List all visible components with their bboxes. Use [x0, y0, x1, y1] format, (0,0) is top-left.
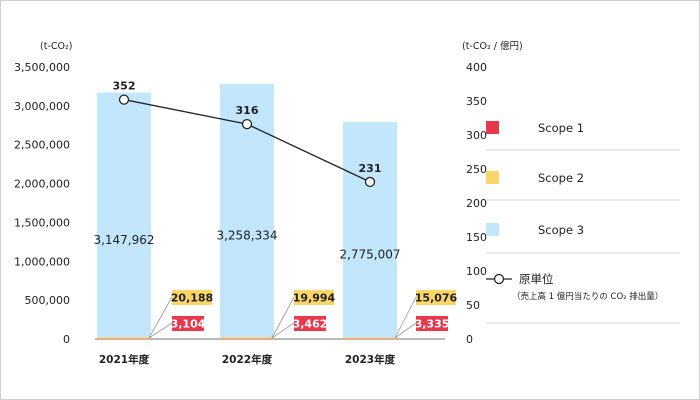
- intensity-point: [241, 118, 253, 130]
- legend-swatch-scope2: [486, 171, 499, 184]
- callout-leader: [394, 296, 417, 339]
- intensity-value-label: 316: [236, 104, 259, 117]
- right-axis-unit: (t-CO₂ / 億円): [462, 40, 523, 52]
- bar-scope2: [97, 337, 151, 339]
- callouts-layer: 20,188 3,104 19,994 3,462 15,076 3,335: [148, 290, 458, 339]
- scope2-value-label: 19,994: [293, 292, 336, 305]
- x-category-label: 2022年度: [222, 353, 273, 366]
- x-category-label: 2021年度: [99, 353, 150, 366]
- legend-label-scope3: Scope 3: [538, 223, 584, 237]
- scope2-badge: [294, 290, 334, 305]
- bar-scope3: [97, 92, 151, 338]
- callout-leader: [271, 322, 295, 339]
- left-tick-label: 2,000,000: [14, 178, 70, 191]
- x-axis-labels: 2021年度 2022年度 2023年度: [99, 353, 396, 366]
- right-tick-label: 200: [466, 197, 487, 210]
- callout-leader: [394, 322, 417, 339]
- left-tick-label: 1,000,000: [14, 255, 70, 268]
- callout-leader: [148, 322, 173, 339]
- bar-scope3: [343, 121, 397, 338]
- bar-scope2: [220, 337, 274, 339]
- callout-leader: [148, 296, 173, 339]
- left-tick-label: 3,500,000: [14, 61, 70, 74]
- legend-note-intensity: （売上高 1 億円当たりの CO₂ 排出量）: [512, 291, 663, 302]
- legend-marker-sample: [493, 273, 505, 285]
- legend-label-scope2: Scope 2: [538, 171, 584, 185]
- right-tick-label: 300: [466, 129, 487, 142]
- legend-label-scope1: Scope 1: [538, 121, 584, 135]
- intensity-value-label: 231: [359, 162, 382, 175]
- legend-label-intensity: 原単位: [519, 272, 554, 286]
- left-tick-label: 0: [63, 333, 70, 346]
- right-tick-label: 0: [466, 333, 473, 346]
- right-tick-label: 150: [466, 231, 487, 244]
- scope1-badge: [416, 316, 448, 331]
- scope1-value-label: 3,462: [293, 318, 328, 331]
- scope2-badge: [172, 290, 212, 305]
- scope3-value-label: 3,258,334: [216, 229, 277, 243]
- legend-swatch-scope1: [486, 121, 499, 134]
- intensity-value-label: 352: [113, 80, 136, 93]
- scope2-badge: [416, 290, 456, 305]
- intensity-line-layer: 352 316 231: [113, 80, 382, 188]
- scope2-value-label: 20,188: [171, 292, 213, 305]
- bar-scope1: [220, 338, 274, 340]
- left-axis-ticks: 0 500,000 1,000,000 1,500,000 2,000,000 2,500…: [14, 61, 70, 346]
- bar-scope2: [343, 337, 397, 339]
- intensity-point: [364, 176, 376, 188]
- right-axis-ticks: 0 50 100 150 200 250 300 350 400: [466, 61, 487, 346]
- left-axis-unit: (t-CO₂): [40, 41, 73, 52]
- scope3-value-label: 2,775,007: [339, 248, 400, 262]
- right-tick-label: 350: [466, 95, 487, 108]
- left-tick-label: 2,500,000: [14, 139, 70, 152]
- scope1-value-label: 3,335: [415, 318, 450, 331]
- intensity-point: [118, 94, 130, 105]
- scope1-value-label: 3,104: [171, 318, 206, 331]
- scope3-value-label: 3,147,962: [93, 233, 154, 247]
- right-tick-label: 400: [466, 61, 487, 74]
- scope2-value-label: 15,076: [415, 292, 458, 305]
- scope1-badge: [294, 316, 326, 331]
- right-tick-label: 100: [466, 265, 487, 278]
- x-category-label: 2023年度: [345, 353, 396, 366]
- bar-scope1: [97, 338, 151, 340]
- right-tick-label: 50: [466, 299, 480, 312]
- right-tick-label: 250: [466, 163, 487, 176]
- left-tick-label: 500,000: [25, 294, 71, 307]
- legend-swatch-scope3: [486, 223, 499, 236]
- legend: Scope 1 Scope 2 Scope 3 原単位 （売上高 1 億円当たり…: [486, 121, 680, 324]
- callout-leader: [271, 296, 295, 339]
- left-tick-label: 3,000,000: [14, 100, 70, 113]
- bar-scope1: [343, 338, 397, 340]
- scope1-badge: [172, 316, 204, 331]
- left-tick-label: 1,500,000: [14, 216, 70, 229]
